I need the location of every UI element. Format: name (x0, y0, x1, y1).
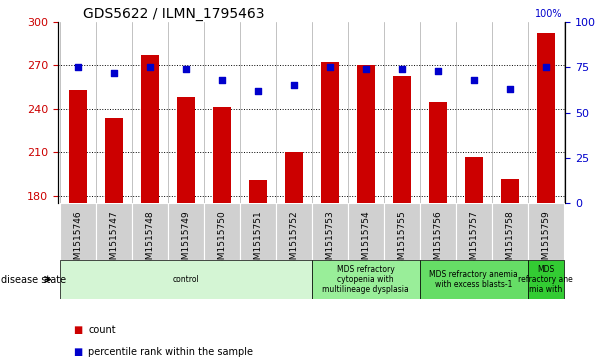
Bar (429, 102, 447, 203)
Text: ■: ■ (73, 347, 82, 357)
Text: MDS
refractory ane
mia with: MDS refractory ane mia with (518, 265, 573, 294)
Bar (465, 157, 483, 203)
Point (361, 66, 370, 72)
Text: GSM1515754: GSM1515754 (361, 210, 370, 271)
Point (505, 86, 514, 92)
Text: control: control (172, 275, 199, 284)
Bar (420, 260, 528, 299)
Bar (168, 203, 204, 260)
Text: GSM1515747: GSM1515747 (109, 210, 118, 271)
Text: 100%: 100% (535, 9, 562, 19)
Bar (249, 180, 266, 203)
Bar (60, 260, 311, 299)
Text: GSM1515756: GSM1515756 (433, 210, 442, 271)
Bar (176, 97, 195, 203)
Text: GSM1515750: GSM1515750 (217, 210, 226, 271)
Bar (357, 65, 375, 203)
Point (541, 64, 550, 70)
Text: percentile rank within the sample: percentile rank within the sample (88, 347, 253, 357)
Text: ■: ■ (73, 325, 82, 335)
Text: GSM1515748: GSM1515748 (145, 210, 154, 271)
Text: GSM1515755: GSM1515755 (397, 210, 406, 271)
Bar (500, 179, 519, 203)
Point (181, 66, 190, 72)
Point (109, 70, 119, 76)
Bar (204, 203, 240, 260)
Bar (275, 203, 311, 260)
Text: MDS refractory
cytopenia with
multilineage dysplasia: MDS refractory cytopenia with multilinea… (322, 265, 409, 294)
Bar (95, 203, 131, 260)
Text: GSM1515759: GSM1515759 (541, 210, 550, 271)
Point (145, 64, 154, 70)
Bar (240, 203, 275, 260)
Text: GDS5622 / ILMN_1795463: GDS5622 / ILMN_1795463 (83, 7, 264, 21)
Point (216, 77, 226, 83)
Point (73, 64, 83, 70)
Text: GSM1515752: GSM1515752 (289, 210, 298, 271)
Text: GSM1515751: GSM1515751 (253, 210, 262, 271)
Point (469, 77, 478, 83)
Point (289, 82, 299, 88)
Text: count: count (88, 325, 116, 335)
Bar (393, 76, 410, 203)
Bar (213, 107, 230, 203)
Bar (131, 203, 168, 260)
Bar (285, 152, 303, 203)
Bar (311, 203, 348, 260)
Bar (105, 118, 123, 203)
Text: GSM1515753: GSM1515753 (325, 210, 334, 271)
Bar (455, 203, 492, 260)
Text: GSM1515746: GSM1515746 (73, 210, 82, 271)
Text: GSM1515758: GSM1515758 (505, 210, 514, 271)
Text: disease state: disease state (1, 274, 66, 285)
Bar (69, 90, 86, 203)
Bar (140, 55, 159, 203)
Point (253, 88, 263, 94)
Text: MDS refractory anemia
with excess blasts-1: MDS refractory anemia with excess blasts… (429, 270, 518, 289)
Bar (537, 33, 554, 203)
Bar (320, 62, 339, 203)
Point (433, 68, 443, 74)
Text: GSM1515749: GSM1515749 (181, 210, 190, 271)
Bar (384, 203, 420, 260)
Bar (311, 260, 420, 299)
Bar (528, 260, 564, 299)
Bar (492, 203, 528, 260)
Bar (60, 203, 95, 260)
Bar (420, 203, 455, 260)
Bar (528, 203, 564, 260)
Bar (348, 203, 384, 260)
Point (397, 66, 407, 72)
Point (325, 64, 334, 70)
Text: GSM1515757: GSM1515757 (469, 210, 478, 271)
